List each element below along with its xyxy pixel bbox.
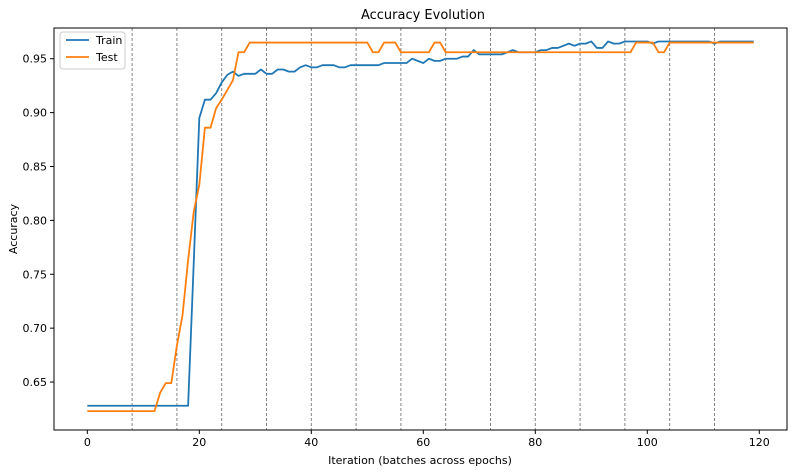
y-axis-label: Accuracy	[7, 203, 20, 254]
legend-label-test: Test	[95, 51, 118, 64]
x-tick-label: 0	[84, 436, 91, 449]
x-tick-label: 40	[304, 436, 318, 449]
y-tick-label: 0.65	[23, 376, 48, 389]
legend-box	[59, 31, 126, 70]
y-tick-label: 0.85	[23, 160, 48, 173]
series-line-train	[87, 40, 754, 407]
chart-title: Accuracy Evolution	[361, 8, 485, 23]
y-tick-label: 0.70	[23, 322, 48, 335]
y-tick-label: 0.75	[23, 268, 48, 281]
x-tick-label: 60	[416, 436, 430, 449]
x-tick-label: 80	[528, 436, 542, 449]
y-axis-ticks: 0.65 0.70 0.75 0.80 0.85 0.90 0.95	[23, 53, 54, 389]
legend: Train Test	[59, 31, 126, 70]
y-tick-label: 0.80	[23, 214, 48, 227]
x-tick-label: 100	[637, 436, 658, 449]
epoch-boundary-lines	[131, 28, 715, 430]
x-tick-label: 120	[749, 436, 770, 449]
series-line-test	[87, 41, 754, 413]
x-tick-label: 20	[192, 436, 206, 449]
plot-frame	[53, 27, 788, 431]
x-axis-label: Iteration (batches across epochs)	[328, 454, 512, 467]
y-tick-label: 0.95	[23, 53, 48, 66]
y-tick-label: 0.90	[23, 107, 48, 120]
x-axis-ticks: 0 20 40 60 80 100 120	[84, 430, 770, 449]
series-lines	[87, 40, 754, 413]
legend-label-train: Train	[95, 34, 122, 47]
